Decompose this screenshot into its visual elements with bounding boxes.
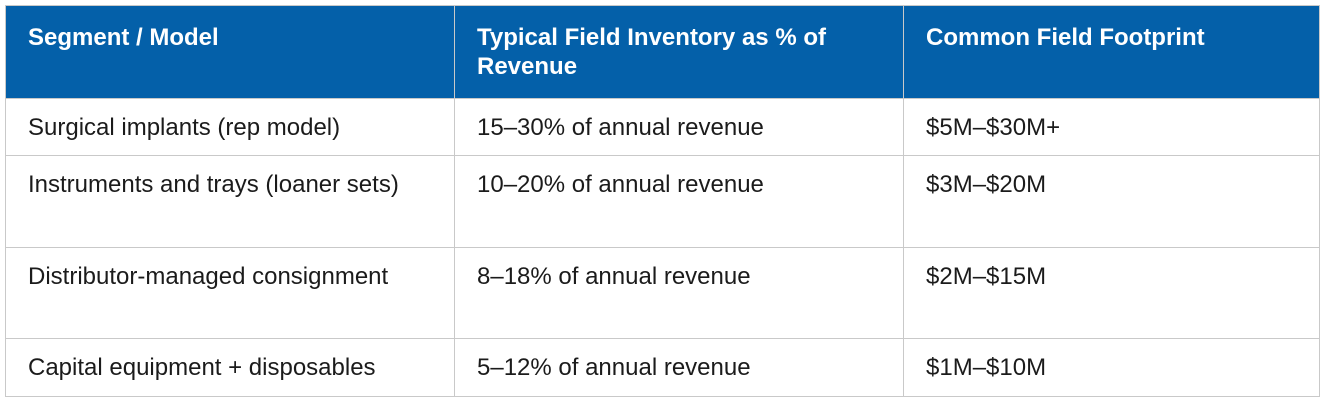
table-row: Instruments and trays (loaner sets) 10–2… bbox=[5, 155, 1320, 248]
cell-segment: Distributor-managed consignment bbox=[5, 247, 455, 339]
cell-inventory-pct: 5–12% of annual revenue bbox=[454, 338, 904, 397]
cell-footprint: $3M–$20M bbox=[903, 155, 1320, 248]
table-container: Segment / Model Typical Field Inventory … bbox=[5, 5, 1320, 397]
table-row: Distributor-managed consignment 8–18% of… bbox=[5, 247, 1320, 339]
cell-segment: Instruments and trays (loaner sets) bbox=[5, 155, 455, 248]
table-header: Segment / Model Typical Field Inventory … bbox=[5, 5, 1320, 99]
cell-inventory-pct: 10–20% of annual revenue bbox=[454, 155, 904, 248]
header-segment-model: Segment / Model bbox=[5, 5, 455, 99]
cell-inventory-pct: 8–18% of annual revenue bbox=[454, 247, 904, 339]
cell-inventory-pct: 15–30% of annual revenue bbox=[454, 98, 904, 156]
cell-footprint: $5M–$30M+ bbox=[903, 98, 1320, 156]
field-inventory-table: Segment / Model Typical Field Inventory … bbox=[5, 5, 1320, 397]
table-body: Surgical implants (rep model) 15–30% of … bbox=[5, 98, 1320, 397]
cell-segment: Capital equipment + disposables bbox=[5, 338, 455, 397]
cell-footprint: $2M–$15M bbox=[903, 247, 1320, 339]
header-field-footprint: Common Field Footprint bbox=[903, 5, 1320, 99]
table-row: Surgical implants (rep model) 15–30% of … bbox=[5, 98, 1320, 156]
cell-segment: Surgical implants (rep model) bbox=[5, 98, 455, 156]
header-row: Segment / Model Typical Field Inventory … bbox=[5, 5, 1320, 99]
table-row: Capital equipment + disposables 5–12% of… bbox=[5, 338, 1320, 397]
header-field-inventory-pct: Typical Field Inventory as % of Revenue bbox=[454, 5, 904, 99]
cell-footprint: $1M–$10M bbox=[903, 338, 1320, 397]
